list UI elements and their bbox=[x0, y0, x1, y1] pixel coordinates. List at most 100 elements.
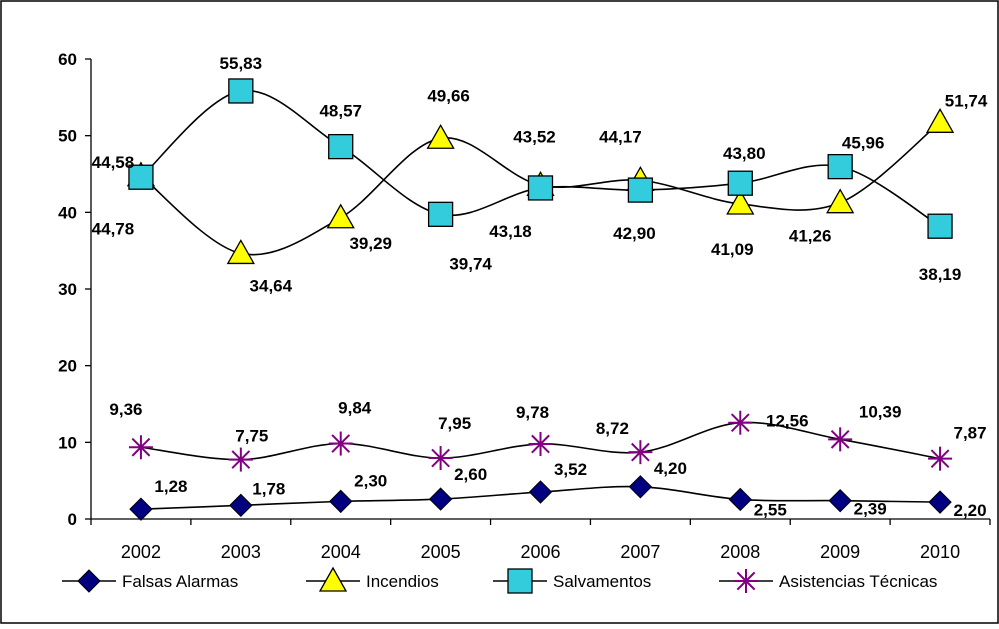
x-tick-label: 2004 bbox=[321, 542, 361, 562]
y-tick-label: 10 bbox=[58, 433, 77, 452]
data-label: 3,52 bbox=[554, 460, 587, 479]
data-point bbox=[628, 475, 653, 499]
data-point bbox=[728, 410, 753, 435]
y-tick-label: 50 bbox=[58, 127, 77, 146]
legend-marker bbox=[734, 569, 758, 593]
data-label: 43,52 bbox=[513, 127, 556, 146]
y-tick-label: 40 bbox=[58, 203, 77, 222]
data-point bbox=[428, 446, 453, 471]
legend-label: Salvamentos bbox=[553, 572, 651, 591]
data-point bbox=[128, 435, 153, 460]
x-tick-label: 2008 bbox=[720, 542, 760, 562]
data-point bbox=[528, 432, 553, 457]
data-label: 7,75 bbox=[235, 427, 268, 446]
data-point bbox=[828, 427, 853, 452]
data-label: 45,96 bbox=[842, 134, 885, 153]
data-point bbox=[528, 480, 553, 504]
data-point bbox=[228, 78, 254, 104]
data-label: 8,72 bbox=[596, 419, 629, 438]
data-label: 43,18 bbox=[489, 222, 532, 241]
data-point bbox=[627, 177, 654, 203]
y-tick-label: 20 bbox=[58, 357, 77, 376]
series-layer bbox=[126, 78, 955, 521]
data-label: 43,80 bbox=[723, 144, 766, 163]
y-tick-label: 60 bbox=[58, 50, 77, 69]
data-label: 7,87 bbox=[954, 424, 987, 443]
x-tick-label: 2003 bbox=[221, 542, 261, 562]
data-point bbox=[927, 213, 953, 239]
data-point bbox=[326, 203, 355, 229]
data-label: 48,57 bbox=[319, 102, 362, 121]
legend: Falsas Alarmas Incendios Salvamentos Asiste… bbox=[62, 566, 937, 594]
data-label: 39,74 bbox=[449, 254, 492, 273]
data-point bbox=[728, 487, 752, 512]
data-label: 42,90 bbox=[613, 224, 656, 243]
x-tick-label: 2009 bbox=[820, 542, 860, 562]
data-label: 39,29 bbox=[349, 234, 392, 253]
data-label: 2,60 bbox=[454, 465, 487, 484]
data-label: 55,83 bbox=[220, 54, 263, 73]
data-label: 4,20 bbox=[654, 459, 687, 478]
data-label: 2,20 bbox=[954, 501, 987, 520]
data-point bbox=[928, 490, 952, 514]
data-label: 44,17 bbox=[599, 127, 642, 146]
data-point bbox=[129, 497, 153, 521]
data-label: 12,56 bbox=[766, 412, 809, 431]
data-point bbox=[427, 201, 454, 227]
data-label: 7,95 bbox=[438, 414, 471, 433]
legend-marker bbox=[77, 569, 101, 593]
data-point bbox=[628, 440, 653, 465]
data-point bbox=[226, 239, 255, 265]
x-tick-label: 2002 bbox=[121, 542, 161, 562]
data-point bbox=[329, 489, 353, 514]
legend-marker bbox=[318, 566, 348, 592]
data-label: 2,30 bbox=[354, 471, 387, 490]
data-label: 9,78 bbox=[516, 403, 549, 422]
data-label: 9,84 bbox=[338, 399, 372, 418]
data-label: 9,36 bbox=[109, 400, 142, 419]
data-label: 1,28 bbox=[154, 477, 187, 496]
legend-label: Falsas Alarmas bbox=[122, 572, 238, 591]
x-tick-label: 2005 bbox=[421, 542, 461, 562]
y-tick-label: 0 bbox=[68, 510, 77, 529]
x-tick-label: 2006 bbox=[520, 542, 560, 562]
data-label: 2,39 bbox=[854, 500, 887, 519]
data-label: 49,66 bbox=[427, 86, 470, 105]
data-label: 38,19 bbox=[919, 265, 962, 284]
data-label: 1,78 bbox=[252, 479, 285, 498]
data-label: 41,26 bbox=[789, 227, 832, 246]
data-point bbox=[229, 493, 253, 518]
data-point bbox=[827, 153, 853, 180]
data-label: 44,78 bbox=[92, 220, 135, 239]
data-point bbox=[428, 487, 453, 511]
data-point bbox=[426, 123, 455, 149]
data-point bbox=[727, 170, 753, 196]
data-label: 41,09 bbox=[711, 240, 754, 259]
data-label: 10,39 bbox=[859, 402, 902, 421]
x-tick-label: 2010 bbox=[920, 542, 960, 562]
data-label: 34,64 bbox=[250, 276, 293, 295]
data-label: 51,74 bbox=[945, 91, 988, 110]
data-point bbox=[328, 431, 353, 456]
legend-label: Asistencias Técnicas bbox=[779, 572, 937, 591]
data-labels: 1,28 1,78 2,30 2,60 3,52 4,20 2,55 2,39 2,20 44,7… bbox=[92, 54, 988, 520]
data-label: 44,58 bbox=[92, 153, 135, 172]
data-point bbox=[527, 175, 554, 201]
data-point bbox=[228, 447, 253, 472]
axes: 0 10 20 30 40 50 60 2002 2003 2004 2005 2006 2007 200… bbox=[58, 50, 991, 562]
data-point bbox=[928, 446, 953, 471]
x-tick-label: 2007 bbox=[620, 542, 660, 562]
legend-marker bbox=[507, 568, 533, 594]
data-point bbox=[128, 164, 154, 190]
data-label: 2,55 bbox=[754, 500, 787, 519]
y-tick-label: 30 bbox=[58, 280, 77, 299]
data-point bbox=[925, 108, 955, 133]
data-point bbox=[828, 488, 852, 513]
legend-label: Incendios bbox=[366, 572, 439, 591]
data-point bbox=[826, 188, 855, 214]
data-point bbox=[726, 189, 755, 215]
data-point bbox=[328, 133, 354, 160]
